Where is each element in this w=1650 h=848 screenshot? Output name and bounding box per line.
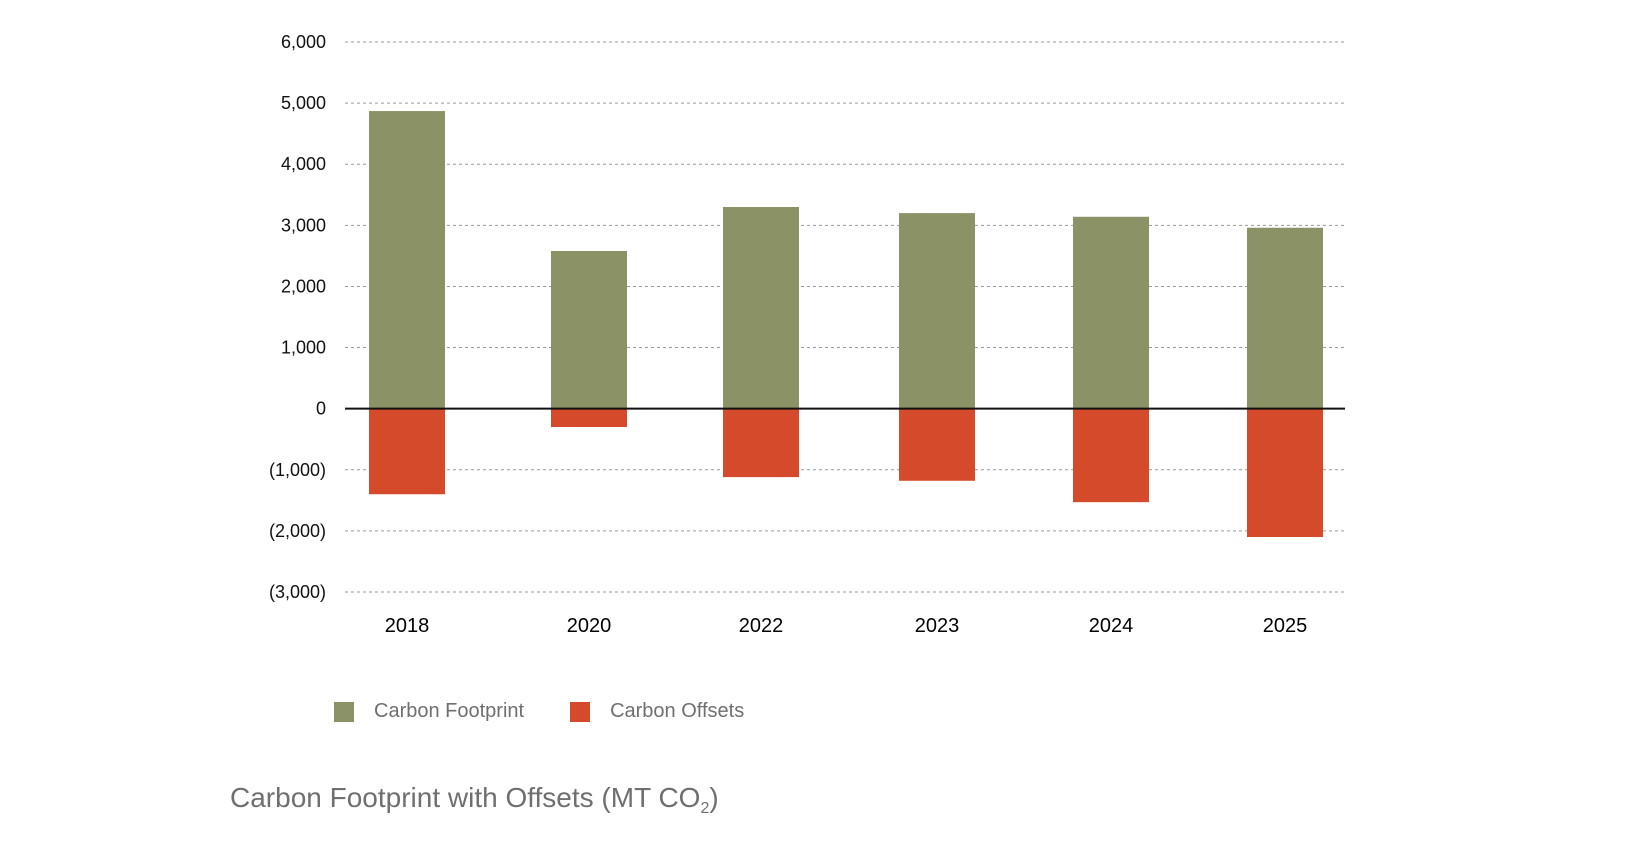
bars — [369, 111, 1323, 537]
legend-swatch-offsets — [570, 701, 591, 722]
x-tick-label: 2022 — [739, 615, 784, 637]
legend-label-offsets: Carbon Offsets — [610, 700, 745, 722]
chart-title-main: Carbon Footprint with Offsets (MT CO — [230, 782, 701, 813]
legend-swatch-footprint — [334, 701, 354, 722]
y-tick-label: 5,000 — [281, 93, 326, 113]
y-tick-labels: 6,000 5,000 4,000 3,000 2,000 1,000 0 (1,000) (2… — [269, 32, 326, 602]
bar-carbon-offsets — [1247, 408, 1323, 537]
chart-title: Carbon Footprint with Offsets (MT CO2) — [230, 782, 719, 818]
bar-carbon-footprint — [723, 207, 799, 409]
x-tick-label: 2024 — [1089, 615, 1134, 637]
bar-carbon-footprint — [1247, 227, 1323, 409]
bar-carbon-footprint — [899, 213, 975, 409]
grid-lines — [345, 41, 1345, 593]
chart-title-subscript: 2 — [700, 800, 710, 817]
y-tick-label: (3,000) — [269, 582, 326, 602]
x-tick-label: 2023 — [915, 615, 960, 637]
y-tick-label: (1,000) — [269, 460, 326, 480]
y-tick-label: 2,000 — [281, 276, 326, 296]
carbon-chart: 6,000 5,000 4,000 3,000 2,000 1,000 0 (1,000) (2… — [269, 32, 1345, 637]
legend-label-footprint: Carbon Footprint — [374, 700, 525, 722]
y-tick-label: 4,000 — [281, 154, 326, 174]
x-tick-label: 2025 — [1263, 615, 1308, 637]
bar-carbon-offsets — [899, 408, 975, 481]
x-tick-label: 2018 — [385, 615, 430, 637]
bar-carbon-footprint — [551, 251, 627, 409]
bar-carbon-footprint — [1073, 216, 1149, 409]
y-tick-label: (2,000) — [269, 521, 326, 541]
legend-item-footprint: Carbon Footprint — [334, 700, 524, 723]
chart-svg: 6,000 5,000 4,000 3,000 2,000 1,000 0 (1,000) (2… — [269, 32, 1345, 637]
x-tick-label: 2020 — [567, 615, 612, 637]
y-tick-label: 0 — [316, 399, 326, 419]
chart-title-end: ) — [709, 782, 719, 813]
y-tick-label: 6,000 — [281, 32, 326, 52]
x-tick-labels: 2018 2020 2022 2023 2024 2025 — [385, 615, 1308, 637]
y-tick-label: 1,000 — [281, 338, 326, 358]
legend: Carbon Footprint Carbon Offsets — [334, 700, 790, 723]
bar-carbon-offsets — [551, 408, 627, 427]
bar-carbon-offsets — [369, 408, 445, 495]
bar-carbon-footprint — [369, 111, 445, 409]
legend-item-offsets: Carbon Offsets — [570, 700, 744, 723]
bar-carbon-offsets — [1073, 408, 1149, 503]
y-tick-label: 3,000 — [281, 215, 326, 235]
bar-carbon-offsets — [723, 408, 799, 478]
